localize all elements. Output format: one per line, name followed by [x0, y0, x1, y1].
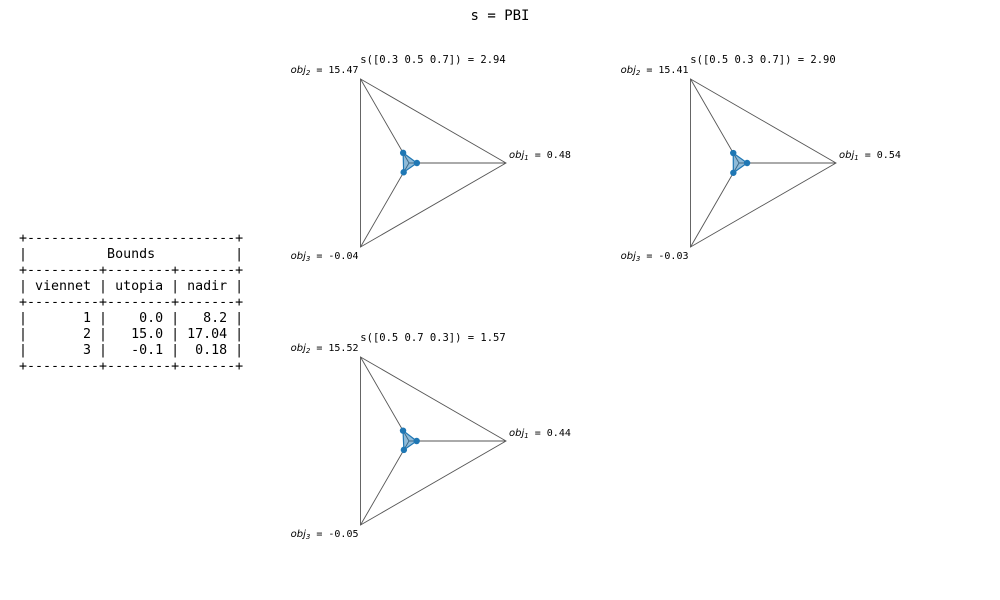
radar-frame — [360, 78, 507, 248]
axis-label-obj3: obj3 = -0.03 — [621, 251, 689, 263]
radar-title: s([0.5 0.3 0.7]) = 2.90 — [690, 54, 835, 66]
radar-axis-3 — [690, 162, 740, 248]
radar-point-obj3 — [400, 169, 407, 176]
bounds-table: +--------------------------+ | Bounds | … — [19, 231, 244, 374]
radar-series-area — [402, 151, 418, 174]
radar-axis-2 — [360, 356, 410, 442]
radar-series-area — [402, 429, 418, 451]
radar-title: s([0.5 0.7 0.3]) = 1.57 — [360, 332, 505, 344]
radar-point-obj3 — [400, 446, 408, 454]
radar-point-obj1 — [413, 159, 421, 167]
axis-label-obj1: obj1 = 0.44 — [509, 428, 571, 440]
axis-label-obj2: obj2 = 15.47 — [291, 65, 359, 77]
radar-frame — [360, 356, 507, 526]
radar-axis-2 — [690, 78, 740, 164]
radar-axis-3 — [360, 162, 410, 248]
radar-axis-2 — [360, 78, 410, 164]
radar-frame — [690, 78, 837, 248]
axis-label-obj1: obj1 = 0.54 — [839, 150, 901, 162]
radar-title: s([0.3 0.5 0.7]) = 2.94 — [360, 54, 505, 66]
radar-point-obj3 — [730, 169, 737, 176]
radar-point-obj1 — [413, 437, 420, 445]
figure-title: s = PBI — [470, 8, 530, 24]
axis-label-obj3: obj3 = -0.04 — [291, 251, 359, 263]
axis-label-obj2: obj2 = 15.52 — [291, 343, 359, 355]
axis-label-obj2: obj2 = 15.41 — [621, 65, 689, 77]
radar-point-obj2 — [399, 149, 407, 157]
radar-point-obj2 — [399, 427, 407, 434]
radar-series-area — [732, 151, 749, 174]
axis-label-obj1: obj1 = 0.48 — [509, 150, 571, 162]
radar-plot-3: obj1 = 0.44 obj2 = 15.52 obj3 = -0.05 s([0.… — [291, 332, 571, 541]
axis-label-obj3: obj3 = -0.05 — [291, 529, 359, 541]
radar-point-obj1 — [743, 159, 751, 167]
radar-plot-2: obj1 = 0.54 obj2 = 15.41 obj3 = -0.03 s([0.… — [621, 54, 901, 263]
radar-plot-1: obj1 = 0.48 obj2 = 15.47 obj3 = -0.04 s([0.… — [291, 54, 571, 263]
radar-point-obj2 — [730, 149, 737, 157]
radar-axis-3 — [360, 440, 410, 526]
